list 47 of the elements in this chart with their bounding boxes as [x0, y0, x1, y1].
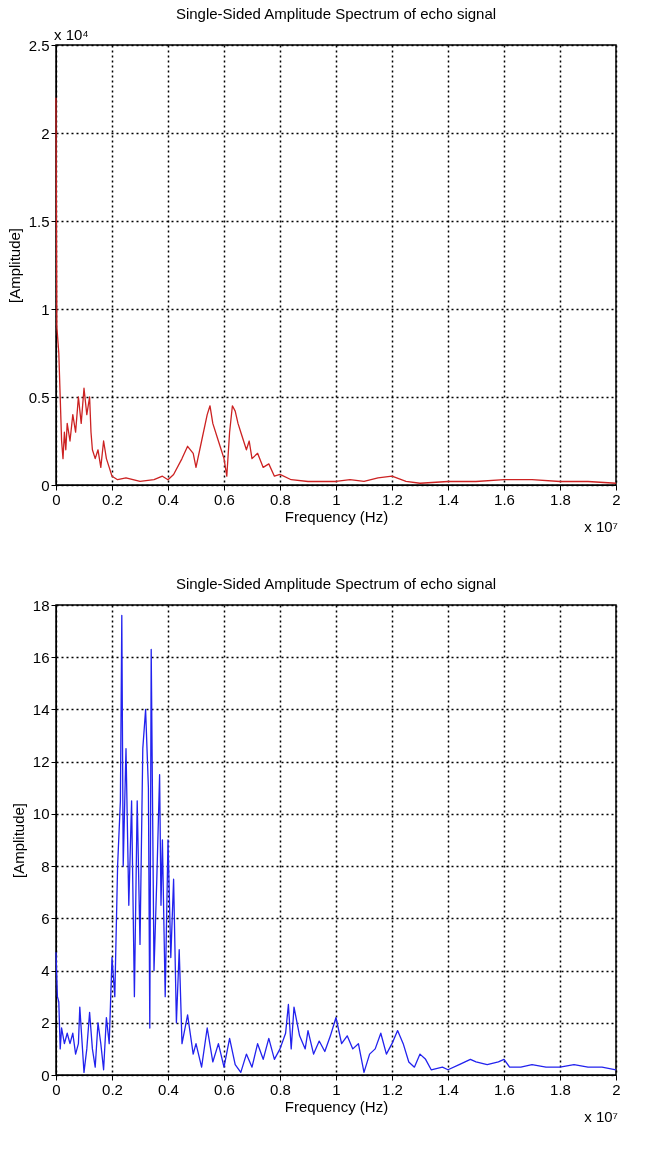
y-tick-label: 14 — [32, 700, 50, 718]
y-tick-label: 16 — [32, 648, 50, 666]
y-tick-label: 4 — [41, 962, 50, 980]
y-tick-label: 2 — [41, 1014, 50, 1032]
y-tick-label: 6 — [41, 909, 50, 927]
x-tick-label: 1.8 — [550, 490, 571, 508]
x-tick-label: 2 — [612, 490, 621, 508]
x-tick-label: 1.2 — [382, 1080, 403, 1098]
x-tick-label: 0.2 — [102, 490, 123, 508]
x-tick-label: 1.4 — [438, 490, 459, 508]
text: x 10⁷ — [584, 1108, 618, 1125]
x-tick-label: 1 — [332, 1080, 341, 1098]
x-tick-label: 1 — [332, 490, 341, 508]
chart-title: Single-Sided Amplitude Spectrum of echo signal — [175, 5, 497, 22]
x-tick-label: 0.4 — [158, 1080, 179, 1098]
x-tick-label: 1.6 — [494, 490, 515, 508]
x-tick-label: 1.2 — [382, 490, 403, 508]
x-tick-label: 0.2 — [102, 1080, 123, 1098]
x-tick-label: 0 — [52, 1080, 61, 1098]
x-axis-title: Frequency (Hz) — [284, 1097, 389, 1115]
y-tick-label: 2 — [41, 124, 50, 142]
y-axis-title: [Amplitude] — [9, 802, 27, 879]
y-tick-label: 10 — [32, 805, 50, 823]
y-tick-label: 0 — [41, 476, 50, 494]
x-axis-title: Frequency (Hz) — [284, 507, 389, 525]
x-tick-label: 0.8 — [270, 490, 291, 508]
y-tick-label: 18 — [32, 596, 50, 614]
y-tick-label: 12 — [32, 753, 50, 771]
text: x 10⁷ — [584, 518, 618, 535]
y-tick-label: 1.5 — [28, 212, 50, 230]
chart-title: Single-Sided Amplitude Spectrum of echo signal — [175, 575, 497, 592]
text: x 10⁴ — [54, 26, 89, 43]
x-tick-label: 0.6 — [214, 490, 235, 508]
x-tick-label: 2 — [612, 1080, 621, 1098]
x-tick-label: 0.4 — [158, 490, 179, 508]
y-axis-title: [Amplitude] — [5, 227, 23, 304]
y-tick-label: 2.5 — [28, 36, 50, 54]
x-tick-label: 1.4 — [438, 1080, 459, 1098]
x-tick-label: 0 — [52, 490, 61, 508]
x-tick-label: 0.8 — [270, 1080, 291, 1098]
x-tick-label: 1.8 — [550, 1080, 571, 1098]
y-tick-label: 0.5 — [28, 388, 50, 406]
x-tick-label: 0.6 — [214, 1080, 235, 1098]
y-tick-label: 8 — [41, 857, 50, 875]
y-tick-label: 0 — [41, 1066, 50, 1084]
y-tick-label: 1 — [41, 300, 50, 318]
x-tick-label: 1.6 — [494, 1080, 515, 1098]
